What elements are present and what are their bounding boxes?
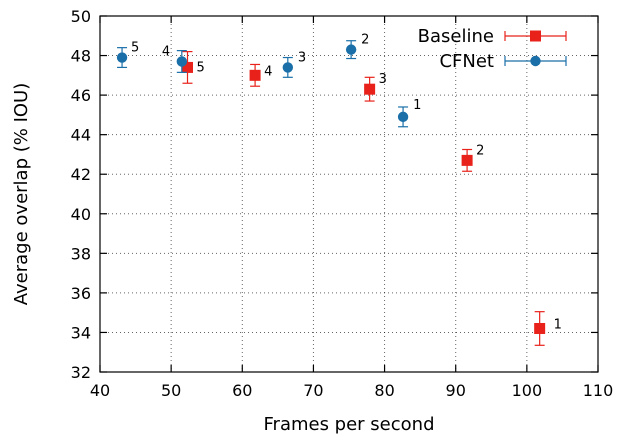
data-point-square — [534, 322, 546, 334]
x-tick-label: 40 — [90, 381, 110, 400]
point-label: 1 — [554, 317, 562, 332]
series-cfnet: 1 2 3 4 5 — [116, 33, 421, 128]
data-point-circle — [176, 56, 188, 67]
y-tick-label: 40 — [71, 205, 91, 224]
x-tick-label: 80 — [374, 381, 394, 400]
y-tick-labels: 32 34 36 38 40 42 44 46 48 50 — [71, 7, 91, 382]
x-tick-label: 50 — [161, 381, 181, 400]
x-tick-labels: 40 50 60 70 80 90 100 110 — [90, 381, 613, 400]
point-label: 5 — [131, 41, 139, 56]
x-axis-label: Frames per second — [264, 414, 435, 435]
point-label: 3 — [379, 72, 387, 87]
data-point-circle — [116, 52, 128, 63]
data-point-circle — [397, 111, 409, 123]
y-tick-label: 46 — [71, 86, 91, 105]
y-tick-label: 48 — [71, 47, 91, 66]
legend-marker-circle — [530, 55, 541, 67]
plot-frame — [99, 15, 599, 373]
y-tick-label: 32 — [71, 363, 91, 382]
y-tick-label: 50 — [71, 7, 91, 26]
x-tick-label: 90 — [446, 381, 466, 400]
point-label: 4 — [264, 64, 272, 79]
axis-ticks — [99, 15, 599, 373]
data-point-square — [461, 154, 473, 166]
legend-label: CFNet — [439, 51, 494, 72]
data-point-square — [364, 83, 376, 95]
y-tick-label: 44 — [71, 126, 91, 145]
data-point-circle — [282, 62, 294, 73]
y-tick-label: 34 — [71, 323, 91, 342]
data-series: 1 2 3 4 5 1 2 3 4 5 — [116, 33, 562, 346]
point-label: 5 — [197, 60, 205, 75]
point-label: 2 — [361, 33, 369, 48]
data-point-square — [249, 69, 261, 81]
legend: Baseline CFNet — [418, 26, 567, 72]
x-tick-label: 70 — [303, 381, 323, 400]
x-tick-label: 110 — [583, 381, 614, 400]
x-tick-label: 100 — [512, 381, 543, 400]
legend-label: Baseline — [418, 26, 494, 47]
legend-marker-square — [530, 30, 541, 42]
grid-lines — [100, 16, 598, 372]
point-label: 1 — [413, 98, 421, 113]
series-baseline: 1 2 3 4 5 — [182, 50, 562, 346]
y-tick-label: 36 — [71, 284, 91, 303]
point-label: 4 — [162, 44, 170, 59]
point-label: 3 — [298, 50, 306, 65]
y-tick-label: 42 — [71, 165, 91, 184]
data-point-circle — [345, 44, 357, 55]
data-point-square — [182, 61, 194, 73]
x-tick-label: 60 — [232, 381, 252, 400]
y-tick-label: 38 — [71, 244, 91, 263]
point-label: 2 — [476, 143, 484, 158]
y-axis-label: Average overlap (% IOU) — [11, 83, 32, 305]
